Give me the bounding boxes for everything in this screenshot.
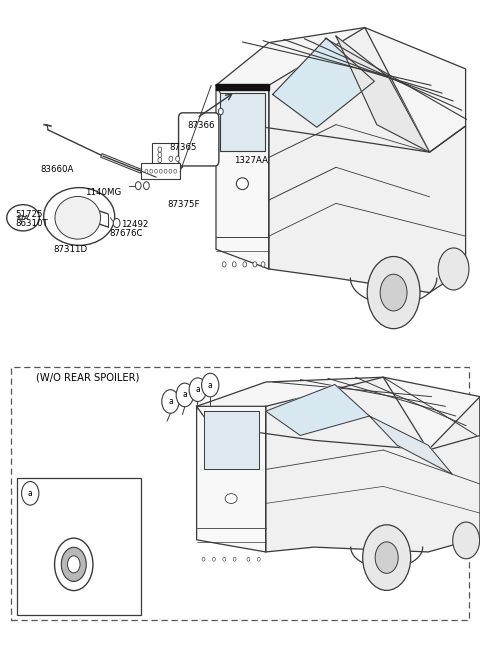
Polygon shape [197, 406, 266, 552]
Circle shape [158, 147, 162, 152]
Circle shape [174, 169, 177, 173]
Circle shape [55, 538, 93, 590]
FancyBboxPatch shape [17, 478, 141, 615]
Circle shape [257, 558, 260, 562]
Circle shape [144, 182, 149, 190]
Text: 12492: 12492 [121, 220, 149, 229]
Circle shape [380, 274, 407, 311]
Circle shape [169, 156, 173, 161]
Circle shape [243, 262, 247, 267]
Text: 1327AA: 1327AA [234, 156, 268, 165]
Circle shape [145, 169, 148, 173]
Text: 87365: 87365 [169, 143, 196, 152]
Circle shape [158, 157, 162, 163]
Circle shape [247, 558, 250, 562]
Polygon shape [266, 377, 480, 552]
Circle shape [253, 262, 257, 267]
Polygon shape [336, 36, 430, 152]
Circle shape [222, 262, 226, 267]
Circle shape [189, 378, 206, 401]
Circle shape [223, 558, 226, 562]
Text: 83660A: 83660A [41, 165, 74, 174]
Text: 87375F: 87375F [167, 200, 200, 209]
Circle shape [68, 556, 80, 573]
Text: KIA: KIA [17, 215, 29, 221]
FancyBboxPatch shape [179, 113, 219, 166]
Circle shape [261, 262, 265, 267]
Polygon shape [216, 28, 466, 152]
Circle shape [202, 373, 219, 397]
Ellipse shape [236, 178, 249, 190]
Text: 1140MG: 1140MG [85, 188, 122, 197]
Ellipse shape [225, 493, 237, 504]
FancyBboxPatch shape [141, 163, 180, 179]
Circle shape [363, 525, 411, 590]
Polygon shape [220, 93, 265, 151]
Text: a: a [208, 380, 213, 390]
Polygon shape [197, 377, 480, 450]
Circle shape [113, 218, 120, 228]
Text: 87676C: 87676C [109, 229, 143, 238]
Circle shape [202, 558, 205, 562]
Circle shape [233, 558, 236, 562]
Text: 86310T: 86310T [16, 219, 48, 228]
Text: a: a [195, 385, 200, 394]
Polygon shape [266, 384, 370, 436]
Circle shape [367, 256, 420, 329]
Polygon shape [370, 416, 452, 474]
Polygon shape [273, 38, 374, 127]
Text: 1076AM: 1076AM [43, 489, 80, 498]
Circle shape [375, 542, 398, 573]
Circle shape [438, 248, 469, 290]
Circle shape [22, 482, 39, 505]
Text: a: a [28, 489, 33, 498]
Polygon shape [204, 411, 259, 470]
Ellipse shape [7, 205, 39, 231]
Text: 51725: 51725 [16, 210, 43, 219]
Circle shape [61, 547, 86, 581]
Polygon shape [216, 84, 269, 90]
Circle shape [159, 169, 162, 173]
Polygon shape [216, 85, 269, 269]
Polygon shape [269, 28, 466, 293]
Circle shape [218, 108, 223, 115]
Circle shape [164, 169, 167, 173]
Circle shape [176, 383, 193, 407]
Circle shape [169, 169, 172, 173]
Circle shape [162, 390, 179, 413]
Circle shape [176, 156, 180, 161]
Circle shape [158, 152, 162, 157]
FancyBboxPatch shape [152, 143, 182, 167]
Circle shape [135, 182, 141, 190]
FancyBboxPatch shape [11, 367, 469, 620]
Circle shape [232, 262, 236, 267]
Text: a: a [182, 390, 187, 400]
Text: 87311D: 87311D [54, 245, 88, 255]
Text: 87366: 87366 [187, 121, 215, 131]
Text: a: a [168, 397, 173, 406]
Ellipse shape [44, 188, 115, 245]
Ellipse shape [55, 197, 101, 239]
Circle shape [155, 169, 157, 173]
Circle shape [453, 522, 480, 559]
Text: (W/O REAR SPOILER): (W/O REAR SPOILER) [36, 372, 139, 382]
Circle shape [150, 169, 153, 173]
Circle shape [213, 558, 216, 562]
